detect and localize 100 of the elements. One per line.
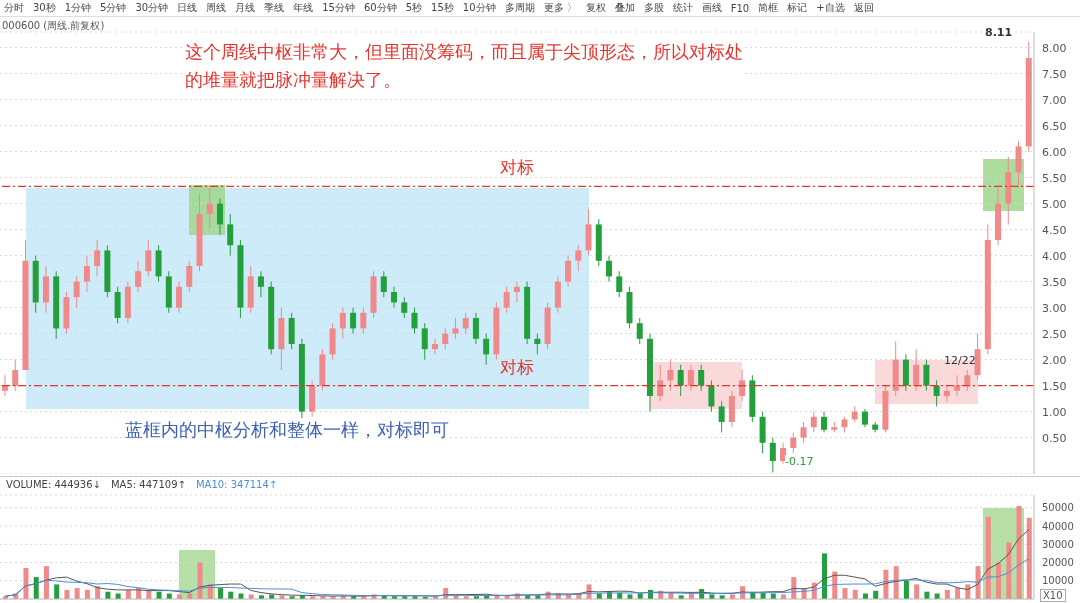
candlestick: [943, 385, 950, 402]
ref-line-label: 对标: [500, 157, 534, 178]
candlestick: [790, 431, 797, 454]
candlestick: [954, 374, 961, 397]
text: 返回: [853, 1, 874, 15]
bar: [1026, 517, 1032, 599]
text: VOLUME: 444936↓: [6, 479, 101, 490]
text: 10分钟: [462, 1, 496, 15]
candlestick: [698, 364, 705, 392]
text: 15分钟: [322, 1, 355, 15]
candlestick: [677, 364, 684, 397]
annotation: 这个周线中枢非常大，但里面没筹码，而且属于尖顶形态，所以对标处的堆量就把脉冲量解决了。: [185, 38, 745, 94]
candlestick: [145, 239, 152, 277]
candlestick: [442, 327, 449, 350]
candlestick: [431, 338, 438, 355]
candlestick: [186, 260, 193, 293]
candlestick: [964, 369, 971, 392]
bar: [33, 577, 39, 599]
y-tick-label: 2.00: [1042, 353, 1067, 367]
y-tick-label: 1.00: [1042, 405, 1067, 419]
candlestick: [687, 364, 694, 392]
bar: [74, 588, 80, 599]
candlestick: [472, 312, 479, 345]
candlestick: [769, 437, 776, 473]
text: 30分钟: [135, 1, 169, 15]
candlestick: [483, 333, 490, 366]
y-tick-label: 30000: [1042, 538, 1074, 550]
text: 年线: [293, 1, 314, 15]
y-tick-label: 3.00: [1042, 301, 1067, 315]
candlestick: [708, 379, 715, 413]
y-tick-label: 5.50: [1042, 171, 1067, 185]
candlestick: [401, 296, 408, 319]
candlestick: [257, 270, 264, 298]
candlestick: [636, 317, 643, 345]
candlestick: [933, 379, 940, 407]
candlestick: [227, 213, 234, 257]
y-tick-label: 3.50: [1042, 275, 1067, 289]
text: 日线: [177, 1, 198, 15]
candlestick: [565, 255, 572, 288]
bar: [996, 562, 1002, 599]
annotation: 12/22: [944, 354, 976, 367]
y-tick-label: 6.50: [1042, 119, 1067, 133]
bar: [822, 553, 828, 599]
candlestick: [657, 364, 664, 402]
text: 叠加: [614, 1, 635, 15]
text: 画线: [701, 1, 722, 15]
candlestick: [421, 322, 428, 361]
y-tick-label: 4.50: [1042, 223, 1067, 237]
candlestick: [667, 359, 674, 392]
candlestick: [350, 307, 357, 335]
candlestick: [216, 197, 223, 236]
candlestick: [810, 411, 817, 433]
bar: [54, 584, 60, 599]
candlestick: [534, 333, 541, 355]
annotation: -0.17: [785, 455, 814, 468]
y-tick-label: 20000: [1042, 557, 1074, 569]
bar: [903, 580, 909, 599]
text: 月线: [235, 1, 256, 15]
text: MA10: 347114↑: [195, 479, 278, 490]
candlestick: [913, 348, 920, 392]
y-tick-label: 50000: [1042, 502, 1074, 514]
y-tick-label: 6.00: [1042, 145, 1067, 159]
candlestick: [861, 408, 868, 428]
candlestick: [2, 374, 8, 397]
y-tick-label: 0.50: [1042, 431, 1067, 445]
y-tick-label: 5.00: [1042, 197, 1067, 211]
candlestick: [821, 411, 828, 433]
bar: [217, 588, 223, 599]
candlestick: [135, 260, 142, 293]
candlestick: [575, 244, 582, 272]
text: 5秒: [405, 1, 423, 15]
annotation: 蓝框内的中枢分析和整体一样，对标即可: [125, 418, 449, 442]
candlestick: [380, 270, 387, 298]
bar: [1016, 505, 1022, 599]
text: X10: [1040, 589, 1066, 602]
candlestick: [718, 400, 725, 433]
text: 多周期: [504, 1, 535, 15]
text: 15秒: [431, 1, 454, 15]
candlestick: [12, 359, 19, 392]
y-tick-label: 2.50: [1042, 327, 1067, 341]
candlestick: [780, 442, 787, 465]
candlestick: [94, 239, 101, 277]
bar: [985, 516, 991, 599]
bar: [842, 588, 848, 599]
candlestick: [73, 275, 80, 309]
bar: [1006, 542, 1012, 599]
candlestick: [503, 286, 510, 314]
text: 多股: [643, 1, 664, 15]
candlestick: [411, 307, 418, 335]
text: 季线: [264, 1, 285, 15]
candlestick: [462, 312, 469, 335]
y-tick-label: 7.00: [1042, 93, 1067, 107]
candlestick: [339, 307, 346, 340]
text: 1分钟: [64, 1, 92, 15]
text: 5分钟: [100, 1, 127, 15]
candlestick: [391, 286, 398, 309]
text: 统计: [672, 1, 693, 15]
y-tick-label: 4.00: [1042, 249, 1067, 263]
candlestick: [923, 359, 930, 392]
text: F10: [730, 2, 750, 14]
